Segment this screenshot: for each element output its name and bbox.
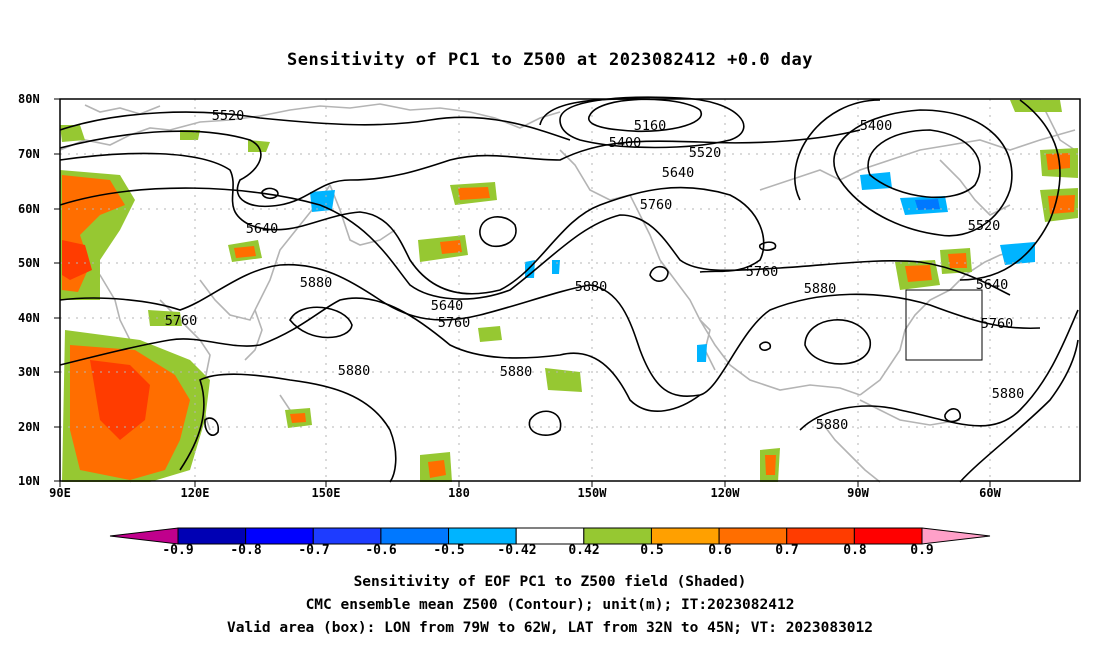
contour-label: 5520 <box>689 145 722 161</box>
contour-label: 5640 <box>431 298 464 314</box>
contour-label: 5400 <box>609 135 642 151</box>
contour-label: 5520 <box>968 218 1001 234</box>
lon-label: 150E <box>311 486 341 500</box>
colorbar-cell <box>650 527 720 545</box>
contour-labels: 5520 5160 5400 5400 5520 5640 5760 5640 … <box>165 108 1025 433</box>
colorbar-cell <box>718 527 788 545</box>
colorbar-cell <box>583 527 652 545</box>
lat-lon-grid <box>60 99 1080 481</box>
contour-label: 5640 <box>246 221 279 237</box>
lat-label: 40N <box>18 311 40 325</box>
contour-label: 5880 <box>300 275 333 291</box>
contour-label: 5880 <box>575 279 608 295</box>
colorbar-label: 0.8 <box>843 543 867 558</box>
lat-label: 10N <box>18 474 40 488</box>
lon-label: 60W <box>979 486 1001 500</box>
colorbar-cell <box>448 527 517 545</box>
lat-label: 30N <box>18 365 40 379</box>
colorbar-label: 0.6 <box>708 543 732 558</box>
colorbar-label: -0.42 <box>497 543 537 558</box>
colorbar-label: 0.9 <box>910 543 934 558</box>
contour-label: 5760 <box>746 264 779 280</box>
contour-label: 5760 <box>438 315 471 331</box>
contour-label: 5880 <box>992 386 1025 402</box>
colorbar-cell <box>245 527 314 545</box>
contour-label: 5640 <box>976 277 1009 293</box>
contour-label: 5880 <box>500 364 533 380</box>
colorbar-cell <box>380 527 450 545</box>
axis-ticks <box>54 98 991 487</box>
lon-label: 120E <box>180 486 210 500</box>
colorbar-label: -0.5 <box>433 543 465 558</box>
lat-label: 50N <box>18 256 40 270</box>
colorbar-cell <box>853 527 923 545</box>
contour-label: 5160 <box>634 118 667 134</box>
colorbar-cell <box>786 527 855 545</box>
lon-label: 90W <box>847 486 869 500</box>
contour-label: 5400 <box>860 118 893 134</box>
lon-label: 120W <box>710 486 740 500</box>
colorbar-label: -0.9 <box>162 543 194 558</box>
contour-label: 5880 <box>816 417 849 433</box>
map-title: Sensitivity of PC1 to Z500 at 2023082412… <box>286 50 813 70</box>
lat-label: 20N <box>18 420 40 434</box>
colorbar-label: 0.42 <box>568 543 600 558</box>
colorbar-cell <box>177 527 247 545</box>
lon-label: 150W <box>577 486 607 500</box>
colorbar-label: -0.6 <box>365 543 397 558</box>
contour-label: 5880 <box>804 281 837 297</box>
colorbar-cell <box>515 527 585 545</box>
colorbar-cell <box>109 527 179 545</box>
contour-label: 5520 <box>212 108 245 124</box>
valid-area-box <box>905 289 983 361</box>
caption-line-1: Sensitivity of EOF PC1 to Z500 field (Sh… <box>353 574 747 590</box>
z500-contours <box>59 96 1079 483</box>
lat-label: 80N <box>18 92 40 106</box>
contour-label: 5760 <box>981 316 1014 332</box>
map-frame <box>59 98 1081 482</box>
caption-line-3: Valid area (box): LON from 79W to 62W, L… <box>226 620 873 636</box>
contour-label: 5760 <box>640 197 673 213</box>
caption-line-2: CMC ensemble mean Z500 (Contour); unit(m… <box>305 597 795 613</box>
contour-label: 5640 <box>662 165 695 181</box>
colorbar-label: -0.7 <box>298 543 330 558</box>
colorbar-label: -0.8 <box>230 543 262 558</box>
lon-label: 180 <box>448 486 470 500</box>
lon-label: 90E <box>49 486 71 500</box>
lat-label: 60N <box>18 202 40 216</box>
contour-label: 5760 <box>165 313 198 329</box>
colorbar-label: 0.5 <box>640 543 664 558</box>
colorbar-label: 0.7 <box>775 543 799 558</box>
colorbar-cell <box>921 527 991 545</box>
contour-label: 5880 <box>338 363 371 379</box>
colorbar-cell <box>312 527 382 545</box>
lat-label: 70N <box>18 147 40 161</box>
shaded-sensitivity <box>60 100 1078 482</box>
